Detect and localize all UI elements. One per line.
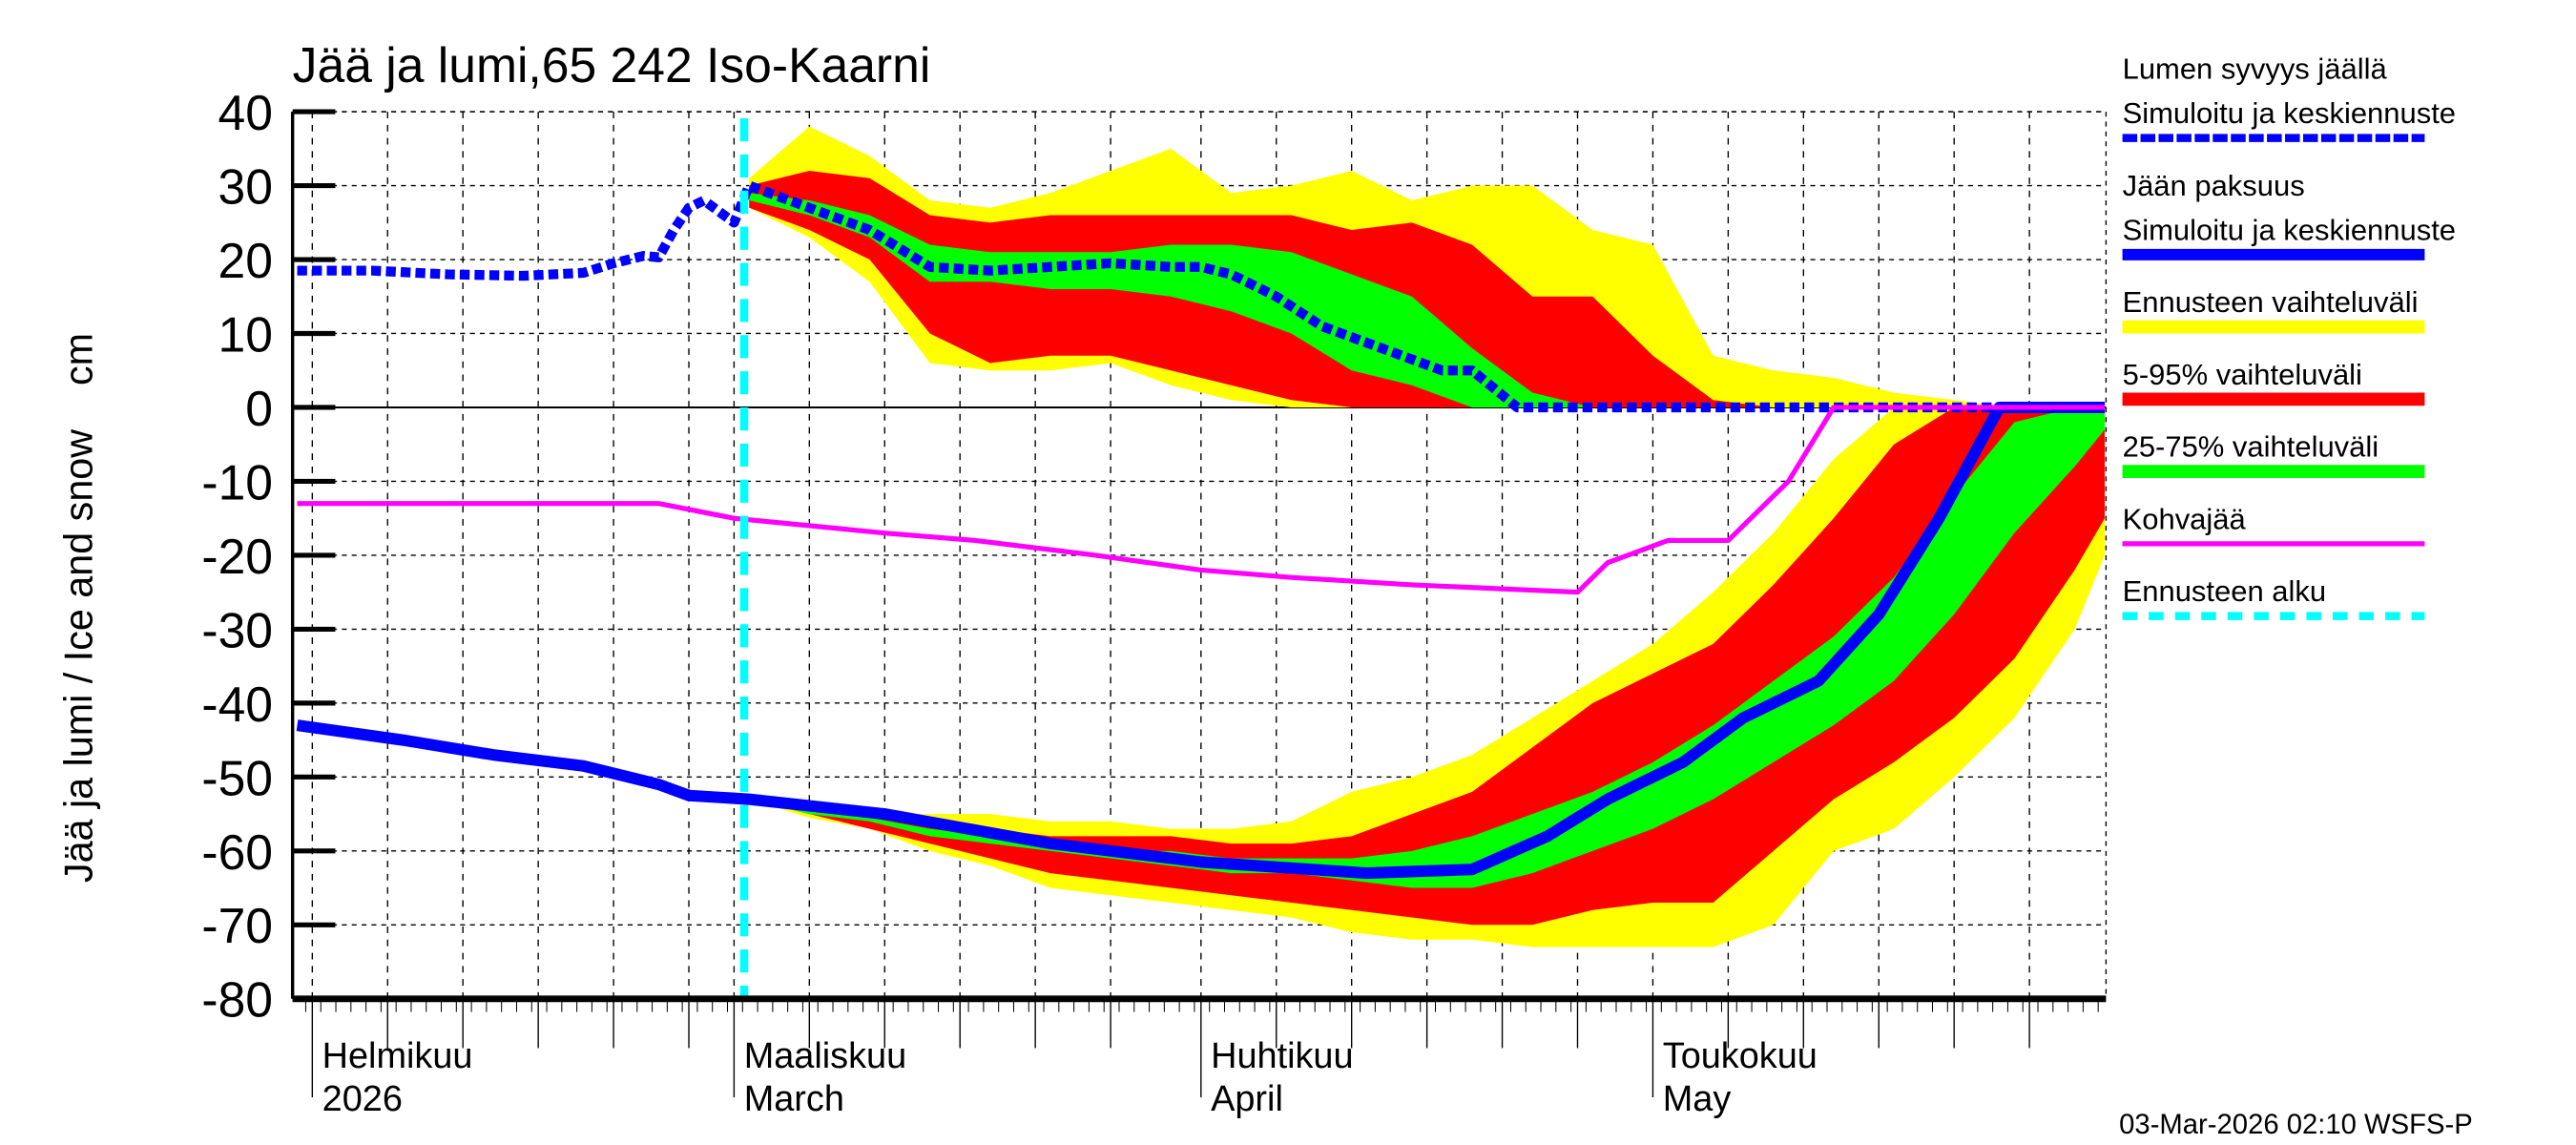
ice-5-95-band [749, 406, 2106, 926]
timestamp: 03-Mar-2026 02:10 WSFS-P [2119, 1110, 2473, 1140]
month-label-en: April [1211, 1079, 1283, 1119]
y-tick-label: -50 [201, 750, 273, 805]
y-tick-label: -70 [201, 898, 273, 953]
legend-label: Ennusteen alku [2123, 574, 2327, 608]
legend: Lumen syvyys jäällä Simuloitu ja keskienn… [2122, 52, 2456, 620]
legend-label-sub: Simuloitu ja keskiennuste [2123, 213, 2456, 246]
series-line-1 [296, 401, 2106, 880]
chart-title: Jää ja lumi,65 242 Iso-Kaarni [293, 37, 931, 93]
month-label-en: March [744, 1079, 844, 1119]
series-line-2 [297, 405, 2106, 595]
legend-label: 5-95% vaihteluväli [2123, 358, 2362, 391]
legend-label: Jään paksuus [2123, 169, 2305, 202]
legend-label: Ennusteen vaihteluväli [2123, 285, 2419, 319]
legend-label: Kohvajää [2123, 502, 2247, 535]
y-tick-label: -10 [201, 454, 273, 510]
legend-label: Lumen syvyys jäällä [2123, 52, 2388, 86]
y-tick-label: -30 [201, 602, 273, 657]
series-lines [296, 117, 2106, 999]
y-tick-label: -40 [201, 677, 273, 732]
y-tick-label: 0 [245, 381, 273, 436]
y-tick-label: -60 [201, 824, 273, 880]
y-tick-label: 10 [218, 306, 273, 362]
ice-25-75-band [749, 406, 2106, 888]
month-label: Maaliskuu [744, 1036, 906, 1076]
y-tick-label: -20 [201, 529, 273, 584]
axes: 40 30 20 10 0 -10 -20 -30 -40 -50 -60 -70 -80 Helmiku… [201, 85, 2108, 1119]
y-tick-label: 40 [218, 85, 273, 140]
month-label: Huhtikuu [1211, 1036, 1353, 1076]
y-tick-label: -80 [201, 972, 273, 1028]
series-line-0 [297, 180, 2106, 413]
legend-label-sub: Simuloitu ja keskiennuste [2123, 96, 2456, 130]
snow-5-95-band [749, 171, 2106, 407]
y-tick-label: 20 [218, 233, 273, 288]
y-axis-label: Jää ja lumi / Ice and snow cm [57, 333, 101, 883]
month-label-en: May [1663, 1079, 1732, 1119]
y-tick-label: 30 [218, 158, 273, 214]
legend-label: 25-75% vaihteluväli [2123, 430, 2379, 464]
month-label: Toukokuu [1663, 1036, 1818, 1076]
forecast-bands [749, 126, 2106, 947]
month-label: Helmikuu [322, 1036, 473, 1076]
month-label-en: 2026 [322, 1079, 403, 1119]
